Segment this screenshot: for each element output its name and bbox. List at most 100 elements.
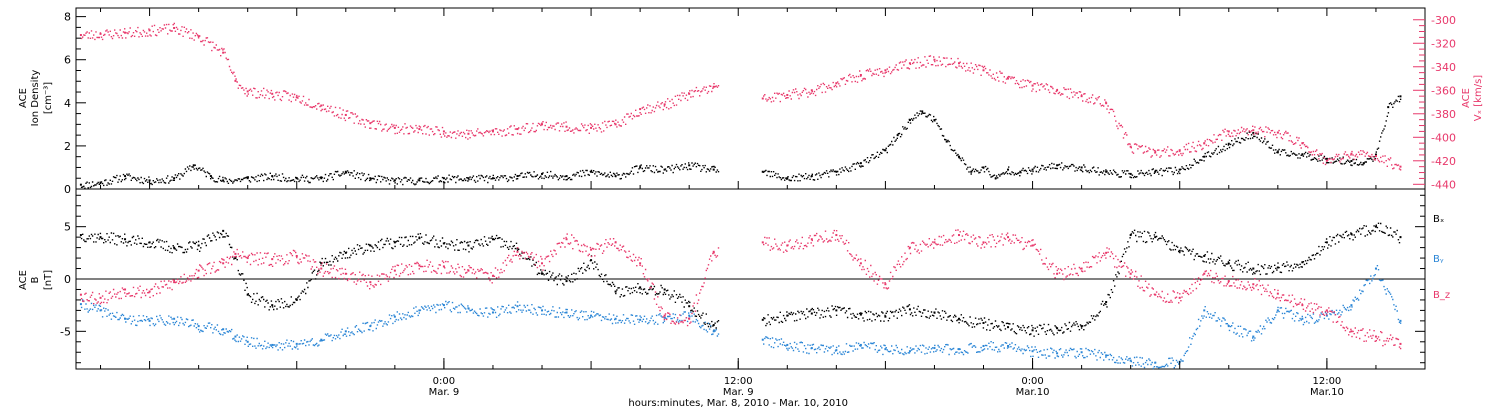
vx-data-point [957, 62, 960, 65]
bx-data-point [859, 313, 862, 316]
top-right-tick-label: -360 [1431, 84, 1456, 97]
bz-data-point [271, 258, 274, 261]
bx-data-point [1399, 236, 1402, 239]
bz-points [80, 229, 1402, 350]
bz-data-point [295, 254, 298, 257]
by-data-point [761, 338, 764, 341]
by-data-point [1007, 344, 1010, 347]
by-data-point [663, 316, 666, 319]
bz-data-point [663, 314, 666, 317]
top-right-tick-label: -340 [1431, 61, 1456, 74]
bx-data-point [344, 251, 347, 254]
legend-entry: Bₓ [1433, 214, 1444, 225]
bx-data-point [1301, 261, 1304, 264]
bz-data-point [222, 262, 225, 265]
vx-data-point [1154, 151, 1157, 154]
bz-data-point [884, 283, 887, 286]
by-data-point [810, 347, 813, 350]
by-data-point [442, 304, 445, 307]
top-right-tick-label: -300 [1431, 14, 1456, 27]
bx-series [79, 222, 1402, 337]
bx-data-point [1227, 262, 1230, 265]
bz-data-point [418, 264, 421, 267]
bx-data-point [295, 298, 298, 301]
vx-data-point [467, 132, 470, 135]
vx-data-point [1203, 142, 1206, 145]
ion-density-data-point [192, 164, 195, 167]
bx-data-point [1276, 266, 1279, 269]
bx-data-point [1374, 225, 1377, 228]
vx-data-point [590, 126, 593, 129]
vx-data-point [369, 122, 372, 125]
by-data-point [688, 314, 691, 317]
ion-density-data-point [1374, 153, 1377, 156]
by-data-point [197, 325, 200, 328]
ion-density-data-point [295, 177, 298, 180]
vx-data-point [786, 93, 789, 96]
x-tick-label-date: Mar.10 [1310, 387, 1344, 398]
vx-data-point [1399, 165, 1402, 168]
bz-data-point [124, 288, 127, 291]
bx-data-point [467, 244, 470, 247]
ion-density-data-point [639, 166, 642, 169]
by-data-point [884, 348, 887, 351]
ion-density-data-point [1080, 166, 1083, 169]
bx-data-point [1252, 267, 1255, 270]
ion-density-data-point [79, 183, 82, 186]
ion-density-data-point [1203, 155, 1206, 158]
x-tick-label-date: Mar.10 [1016, 387, 1050, 398]
bz-data-point [1276, 292, 1279, 295]
vx-data-point [859, 73, 862, 76]
vx-data-point [79, 34, 82, 37]
bz-data-point [565, 238, 568, 241]
bx-data-point [1007, 326, 1010, 329]
bx-data-point [933, 311, 936, 314]
bz-data-point [688, 317, 691, 320]
ion-density-data-point [945, 140, 948, 143]
by-data-point [148, 319, 151, 322]
bz-data-point [1031, 244, 1034, 247]
ion-density-data-point [810, 175, 813, 178]
by-data-point [982, 344, 985, 347]
vx-data-point [1129, 145, 1132, 148]
bz-data-point [369, 281, 372, 284]
ion-density-data-point [1154, 170, 1157, 173]
by-data-point [835, 349, 838, 352]
vx-data-point [614, 123, 617, 126]
ion-density-points [80, 95, 1402, 189]
by-data-point [99, 309, 102, 312]
x-tick-label-date: Mar. 9 [429, 387, 460, 398]
bz-series [79, 229, 1402, 350]
vx-data-point [271, 92, 274, 95]
bx-data-point [614, 290, 617, 293]
bx-data-point [418, 237, 421, 240]
ion-density-data-point [663, 168, 666, 171]
bz-data-point [344, 272, 347, 275]
x-tick-label-time: 12:00 [724, 376, 753, 387]
by-data-point [541, 309, 544, 312]
bz-data-point [1203, 272, 1206, 275]
bx-data-point [148, 241, 151, 244]
ion-density-data-point [1350, 159, 1353, 162]
ion-density-data-point [921, 110, 924, 113]
bz-data-point [786, 244, 789, 247]
by-data-point [173, 317, 176, 320]
bz-data-point [835, 234, 838, 237]
ion-density-data-point [1325, 157, 1328, 160]
by-data-point [1276, 309, 1279, 312]
vx-data-point [688, 92, 691, 95]
bottom-left-tick-label: 5 [64, 221, 71, 234]
top-panel-frame [75, 7, 1426, 190]
by-data-point [1203, 309, 1206, 312]
by-data-point [908, 350, 911, 353]
top-right-tick-label: -420 [1431, 155, 1456, 168]
bz-data-point [467, 269, 470, 272]
by-data-point [1350, 304, 1353, 307]
ion-density-data-point [565, 175, 568, 178]
ion-density-data-point [1129, 172, 1132, 175]
bz-data-point [590, 248, 593, 251]
vx-series [79, 22, 1402, 171]
bz-data-point [1399, 342, 1402, 345]
top-left-ylabel: [cm⁻³] [43, 82, 54, 114]
